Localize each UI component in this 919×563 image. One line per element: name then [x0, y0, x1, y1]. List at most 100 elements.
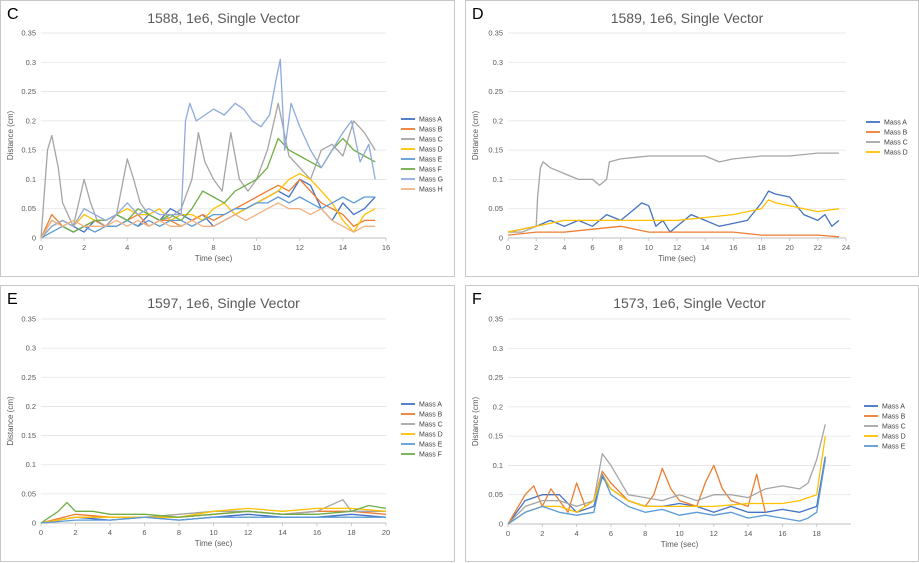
legend-entry: Mass B — [419, 412, 443, 419]
legend-entry: Mass D — [419, 147, 443, 154]
y-tick-label: 0.05 — [21, 489, 36, 498]
x-tick-label: 10 — [209, 528, 217, 537]
x-tick-label: 10 — [645, 243, 653, 252]
x-tick-label: 12 — [673, 243, 681, 252]
panel-letter: F — [472, 291, 482, 308]
x-tick-label: 0 — [39, 243, 43, 252]
series-line-mass-d — [40, 507, 387, 524]
legend-entry: Mass D — [419, 432, 443, 439]
y-tick-label: 0.3 — [26, 344, 36, 353]
legend-entry: Mass A — [884, 120, 907, 127]
x-tick-label: 16 — [729, 243, 737, 252]
legend-entry: Mass H — [419, 187, 443, 194]
x-tick-label: 0 — [39, 528, 43, 537]
y-tick-label: 0.2 — [26, 116, 36, 125]
x-tick-label: 6 — [142, 528, 146, 537]
x-tick-label: 8 — [211, 243, 215, 252]
series-line-mass-f — [40, 501, 387, 524]
y-tick-label: 0.15 — [488, 432, 503, 441]
y-tick-label: 0.1 — [26, 460, 36, 469]
legend-entry: Mass A — [882, 404, 905, 411]
x-axis-label: Time (sec) — [195, 254, 233, 263]
y-tick-label: 0.1 — [493, 175, 503, 184]
legend-entry: Mass D — [884, 150, 908, 157]
x-tick-label: 12 — [244, 528, 252, 537]
chart-panel-c: C 1588, 1e6, Single Vector 0 0.05 0.1 0.15 0.… — [0, 0, 455, 277]
chart-panel-d: D 1589, 1e6, Single Vector 0 0.05 0.1 0.15 0.… — [465, 0, 919, 277]
x-tick-label: 8 — [619, 243, 623, 252]
legend-entry: Mass F — [419, 452, 442, 459]
y-tick-label: 0 — [499, 520, 503, 529]
y-tick-label: 0.25 — [488, 87, 503, 96]
x-tick-label: 2 — [534, 243, 538, 252]
chart-panel-f: F 1573, 1e6, Single Vector 0 0.05 0.1 0.15 0.… — [465, 285, 919, 562]
x-tick-label: 18 — [757, 243, 765, 252]
y-tick-label: 0 — [32, 234, 36, 243]
legend-entry: Mass E — [419, 157, 443, 164]
y-tick-label: 0.15 — [21, 146, 36, 155]
x-tick-label: 6 — [168, 243, 172, 252]
series-line-mass-c — [507, 424, 826, 525]
x-tick-label: 22 — [814, 243, 822, 252]
legend-entry: Mass E — [882, 444, 906, 451]
series-line-mass-e — [40, 516, 386, 524]
y-axis-label: Distance (cm) — [471, 396, 480, 446]
x-tick-label: 4 — [562, 243, 566, 252]
legend-entry: Mass G — [419, 177, 443, 184]
legend-entry: Mass A — [419, 117, 442, 124]
y-axis-label: Distance (cm) — [471, 110, 480, 160]
y-tick-label: 0.3 — [26, 58, 36, 67]
y-axis-label: Distance (cm) — [6, 396, 15, 446]
series-line-mass-a — [507, 456, 826, 525]
series-line-mass-b — [507, 225, 840, 238]
series-line-mass-h — [40, 202, 376, 239]
x-tick-label: 18 — [347, 528, 355, 537]
chart-d-svg: 1589, 1e6, Single Vector 0 0.05 0.1 0.15 0.2 0… — [471, 10, 908, 263]
y-tick-label: 0.1 — [26, 175, 36, 184]
x-tick-label: 10 — [675, 529, 683, 538]
legend-entry: Mass F — [419, 167, 442, 174]
x-axis-label: Time (sec) — [658, 254, 696, 263]
legend-entry: Mass B — [884, 130, 908, 137]
x-tick-label: 0 — [506, 529, 510, 538]
chart-title: 1589, 1e6, Single Vector — [611, 10, 764, 26]
y-tick-label: 0.25 — [21, 373, 36, 382]
y-tick-label: 0 — [499, 234, 503, 243]
chart-c-svg: 1588, 1e6, Single Vector 0 0.05 0.1 0.15 0.2 0… — [6, 10, 443, 263]
y-axis-label: Distance (cm) — [6, 110, 15, 160]
y-tick-label: 0.05 — [21, 204, 36, 213]
y-tick-label: 0.35 — [21, 29, 36, 38]
series-line-mass-f — [40, 137, 376, 239]
x-tick-label: 2 — [73, 528, 77, 537]
legend-entry: Mass C — [882, 424, 906, 431]
series-line-mass-c — [508, 152, 839, 233]
chart-title: 1588, 1e6, Single Vector — [147, 10, 300, 26]
y-tick-label: 0.3 — [493, 344, 503, 353]
y-tick-label: 0.35 — [488, 29, 503, 38]
x-tick-label: 8 — [177, 528, 181, 537]
chart-panel-e: E 1597, 1e6, Single Vector 0 0.05 0.1 0.15 0.… — [0, 285, 455, 562]
x-tick-label: 10 — [252, 243, 260, 252]
y-tick-label: 0.25 — [21, 87, 36, 96]
y-tick-label: 0.25 — [488, 373, 503, 382]
y-tick-label: 0.05 — [488, 490, 503, 499]
x-tick-label: 8 — [643, 529, 647, 538]
legend-entry: Mass B — [419, 127, 443, 134]
legend-entry: Mass D — [882, 434, 906, 441]
y-tick-label: 0.2 — [26, 402, 36, 411]
x-tick-label: 4 — [125, 243, 129, 252]
x-tick-label: 14 — [744, 529, 752, 538]
x-tick-label: 16 — [778, 529, 786, 538]
series-line-mass-a — [507, 190, 840, 233]
y-tick-label: 0.3 — [493, 58, 503, 67]
series-line-mass-e — [40, 196, 376, 239]
series-line-mass-c — [40, 102, 376, 239]
x-tick-label: 16 — [313, 528, 321, 537]
legend-entry: Mass C — [419, 422, 443, 429]
y-tick-label: 0.35 — [21, 315, 36, 324]
x-tick-label: 2 — [82, 243, 86, 252]
y-tick-label: 0 — [32, 519, 36, 528]
x-tick-label: 6 — [590, 243, 594, 252]
legend-entry: Mass C — [419, 137, 443, 144]
x-tick-label: 14 — [701, 243, 709, 252]
